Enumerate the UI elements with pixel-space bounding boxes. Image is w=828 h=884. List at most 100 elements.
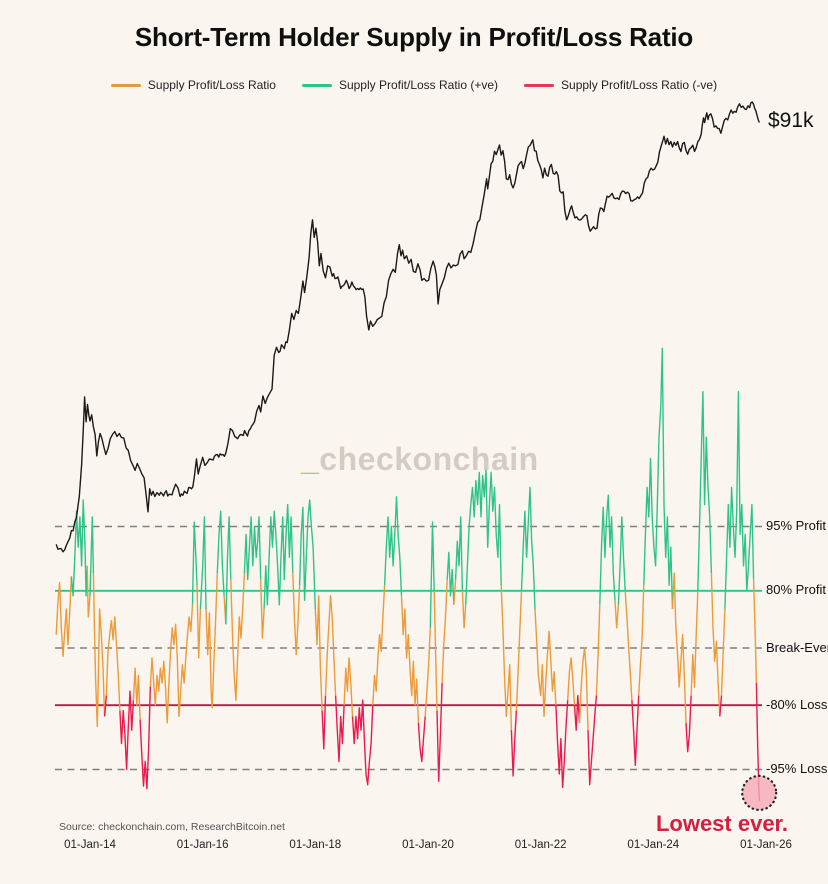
ratio-line-segment bbox=[454, 516, 464, 591]
ratio-line-segment bbox=[55, 576, 73, 657]
ratio-line-segment bbox=[243, 516, 262, 581]
ratio-line-segment bbox=[292, 573, 301, 656]
ratio-line-segment bbox=[92, 573, 106, 728]
ratio-line-segment bbox=[86, 565, 91, 618]
ratio-line-segment bbox=[697, 391, 713, 591]
ratio-line-segment bbox=[260, 579, 265, 639]
ratio-line-segment bbox=[298, 499, 316, 610]
ratio-line-segment bbox=[500, 585, 513, 731]
ratio-line-segment bbox=[132, 667, 141, 720]
ratio-line-segment bbox=[314, 595, 323, 711]
ratio-line-segment bbox=[567, 657, 576, 706]
ratio-line-segment bbox=[624, 590, 633, 701]
ratio-line-segment bbox=[105, 616, 121, 711]
ratio-line-segment bbox=[465, 468, 502, 605]
source-attribution: Source: checkonchain.com, ResearchBitcoi… bbox=[59, 821, 285, 833]
x-tick-jan-2018: 01-Jan-18 bbox=[289, 839, 342, 851]
ratio-line-segment bbox=[710, 573, 721, 717]
legend-swatch-orange-line-icon bbox=[110, 83, 141, 87]
watermark-text: checkonchain bbox=[319, 441, 539, 477]
ratio-line-segment bbox=[149, 604, 194, 724]
ratio-line-segment bbox=[520, 486, 536, 610]
chart-title: Short-Term Holder Supply in Profit/Loss … bbox=[134, 22, 694, 52]
ratio-line-segment bbox=[263, 503, 294, 610]
ratio-line-segment bbox=[555, 700, 569, 789]
ratio-line-segment bbox=[573, 694, 581, 731]
watermark-underscore: _ bbox=[301, 441, 320, 477]
ratio-line-segment bbox=[230, 573, 246, 701]
x-tick-jan-2020: 01-Jan-20 bbox=[402, 839, 454, 851]
ratio-line-segment bbox=[638, 585, 645, 696]
ratio-line-segment bbox=[191, 521, 198, 605]
x-tick-jan-2024: 01-Jan-24 bbox=[627, 839, 680, 851]
ratio-line-segment bbox=[515, 590, 523, 711]
legend-item-supply-ratio-positive: Supply Profit/Loss Ratio (+ve) bbox=[301, 78, 499, 92]
btc-price-line bbox=[55, 101, 761, 553]
axis-label-95-loss: -95% Loss bbox=[766, 760, 828, 776]
ratio-line-segment bbox=[587, 695, 598, 786]
axis-label-break-even: Break-Even bbox=[766, 639, 828, 655]
ratio-line-segment bbox=[599, 494, 616, 605]
lowest-ever-annotation: Lowest ever. bbox=[655, 811, 789, 836]
legend-swatch-red-line-icon bbox=[524, 83, 555, 87]
ratio-line-segment bbox=[216, 510, 225, 596]
legend: Supply Profit/Loss Ratio Supply Profit/L… bbox=[0, 78, 828, 92]
ratio-line-segment bbox=[719, 695, 723, 717]
ratio-line-segment bbox=[614, 600, 620, 629]
legend-item-supply-ratio-negative: Supply Profit/Loss Ratio (-ve) bbox=[524, 78, 717, 92]
ratio-line-segment bbox=[139, 686, 151, 790]
x-tick-jan-2026: 01-Jan-26 bbox=[740, 839, 792, 851]
ratio-line-segment bbox=[685, 695, 692, 753]
ratio-line-segment bbox=[441, 579, 448, 684]
ratio-line-segment bbox=[119, 690, 135, 771]
ratio-line-segment bbox=[446, 551, 455, 605]
ratio-line-segment bbox=[205, 573, 218, 709]
x-tick-jan-2016: 01-Jan-16 bbox=[176, 839, 229, 851]
ratio-line-segment bbox=[351, 699, 374, 786]
ratio-line-segment bbox=[324, 595, 337, 696]
ratio-line-segment bbox=[643, 347, 674, 610]
ratio-line-segment bbox=[578, 647, 589, 731]
ratio-line-segment bbox=[433, 590, 438, 711]
axis-label-95-profit: 95% Profit bbox=[766, 518, 826, 534]
ratio-line-segment bbox=[343, 657, 354, 717]
axis-label-80-profit: 80% Profit bbox=[766, 582, 826, 598]
ratio-line-segment bbox=[70, 499, 88, 597]
ratio-line-segment bbox=[720, 608, 726, 696]
ratio-line-segment bbox=[199, 516, 207, 610]
ratio-line-segment bbox=[631, 695, 640, 766]
ratio-line-segment bbox=[461, 590, 467, 629]
ratio-line-segment bbox=[690, 590, 699, 696]
ratio-line-segment bbox=[334, 695, 345, 763]
ratio-line-segment bbox=[400, 595, 420, 723]
ratio-line-segment bbox=[103, 695, 107, 717]
ratio-line-segment bbox=[436, 682, 443, 782]
ratio-line-segment bbox=[453, 579, 457, 605]
ratio-line-segment bbox=[752, 579, 758, 684]
ratio-line-segment bbox=[510, 710, 518, 777]
ratio-line-segment bbox=[534, 608, 557, 718]
ratio-line-segment bbox=[429, 521, 435, 628]
ratio-line-segment bbox=[225, 516, 232, 625]
axis-label-80-loss: -80% Loss bbox=[766, 696, 828, 712]
ratio-line-segment bbox=[417, 716, 426, 763]
lowest-ever-marker-circle bbox=[741, 774, 778, 812]
ratio-line-segment bbox=[724, 391, 755, 610]
x-tick-jan-2022: 01-Jan-22 bbox=[514, 839, 567, 851]
legend-swatch-green-line-icon bbox=[301, 83, 332, 87]
legend-label: Supply Profit/Loss Ratio (-ve) bbox=[561, 78, 718, 92]
legend-label: Supply Profit/Loss Ratio bbox=[147, 78, 276, 92]
x-tick-jan-2014: 01-Jan-14 bbox=[64, 839, 116, 851]
ratio-line-segment bbox=[372, 585, 386, 706]
ratio-line-segment bbox=[595, 604, 601, 696]
ratio-line-segment bbox=[196, 585, 202, 659]
ratio-line-segment bbox=[617, 516, 626, 605]
ratio-line-segment bbox=[671, 572, 687, 723]
ratio-line-segment bbox=[424, 627, 431, 717]
ratio-line-segment bbox=[321, 695, 327, 750]
ratio-line-segment bbox=[383, 496, 403, 596]
legend-item-supply-ratio: Supply Profit/Loss Ratio bbox=[110, 78, 276, 92]
legend-label: Supply Profit/Loss Ratio (+ve) bbox=[338, 78, 499, 92]
